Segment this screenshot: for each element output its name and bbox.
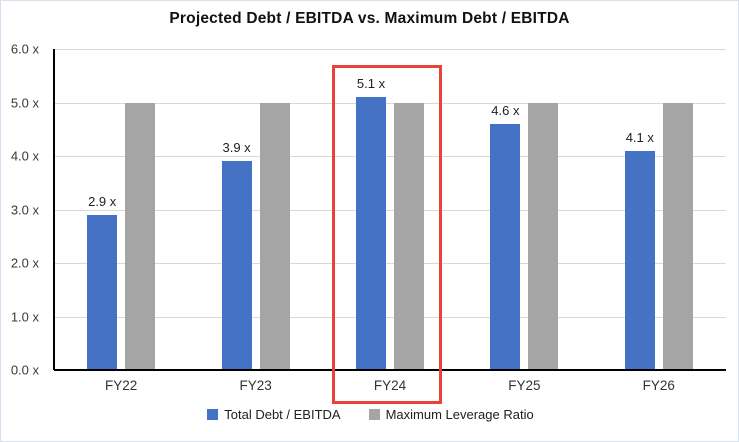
x-axis-label-fy24: FY24 [373, 378, 407, 393]
maximum-leverage-ratio-bar-fy26 [662, 102, 693, 370]
x-axis-label-fy23: FY23 [239, 378, 272, 393]
gridline-5 [54, 102, 726, 104]
gridline-4 [54, 156, 726, 157]
legend-label: Maximum Leverage Ratio [385, 407, 534, 422]
value-label-fy25: 4.6 x [491, 102, 520, 118]
legend-label: Total Debt / EBITDA [224, 407, 341, 422]
gridline-3 [54, 209, 726, 211]
y-tick-label-0: 0.0 x [10, 362, 39, 378]
legend-swatch-icon [207, 409, 219, 420]
maximum-leverage-ratio-bar-fy25 [528, 102, 559, 370]
x-axis-line [54, 369, 726, 371]
total-debt-ebitda-bar-fy26 [624, 150, 655, 370]
chart-legend: Total Debt / EBITDA Maximum Leverage Rati… [1, 407, 738, 422]
legend-swatch-icon [368, 409, 380, 420]
gridline-2 [54, 263, 726, 264]
chart-title: Projected Debt / EBITDA vs. Maximum Debt… [169, 10, 570, 27]
x-axis-label-fy22: FY22 [105, 378, 138, 393]
value-label-fy24: 5.1 x [356, 76, 386, 92]
y-tick-label-3: 3.0 x [10, 202, 39, 217]
plot-area [54, 49, 726, 370]
maximum-leverage-ratio-bar-fy24 [394, 102, 424, 370]
total-debt-ebitda-bar-fy25 [490, 123, 521, 370]
total-debt-ebitda-bar-fy23 [221, 161, 252, 370]
y-tick-label-4: 4.0 x [10, 148, 39, 164]
y-tick-label-5: 5.0 x [10, 95, 39, 110]
total-debt-ebitda-bar-fy22 [87, 214, 118, 370]
total-debt-ebitda-bar-fy24 [356, 97, 386, 370]
gridline-6 [54, 49, 726, 50]
gridline-1 [54, 316, 726, 318]
y-tick-label-2: 2.0 x [10, 255, 39, 271]
legend-item-total-debt-ebitda: Total Debt / EBITDA [207, 407, 341, 422]
value-label-fy22: 2.9 x [88, 193, 117, 209]
y-tick-label-1: 1.0 x [10, 309, 39, 324]
maximum-leverage-ratio-bar-fy23 [259, 102, 290, 370]
legend-item-maximum-leverage-ratio: Maximum Leverage Ratio [368, 407, 534, 422]
value-label-fy26: 4.1 x [625, 129, 654, 145]
maximum-leverage-ratio-bar-fy22 [125, 102, 156, 370]
x-axis-label-fy25: FY25 [508, 378, 541, 393]
y-axis-line [53, 49, 55, 370]
y-tick-label-6: 6.0 x [10, 41, 39, 57]
x-axis-label-fy26: FY26 [642, 378, 675, 393]
value-label-fy23: 3.9 x [222, 140, 251, 156]
